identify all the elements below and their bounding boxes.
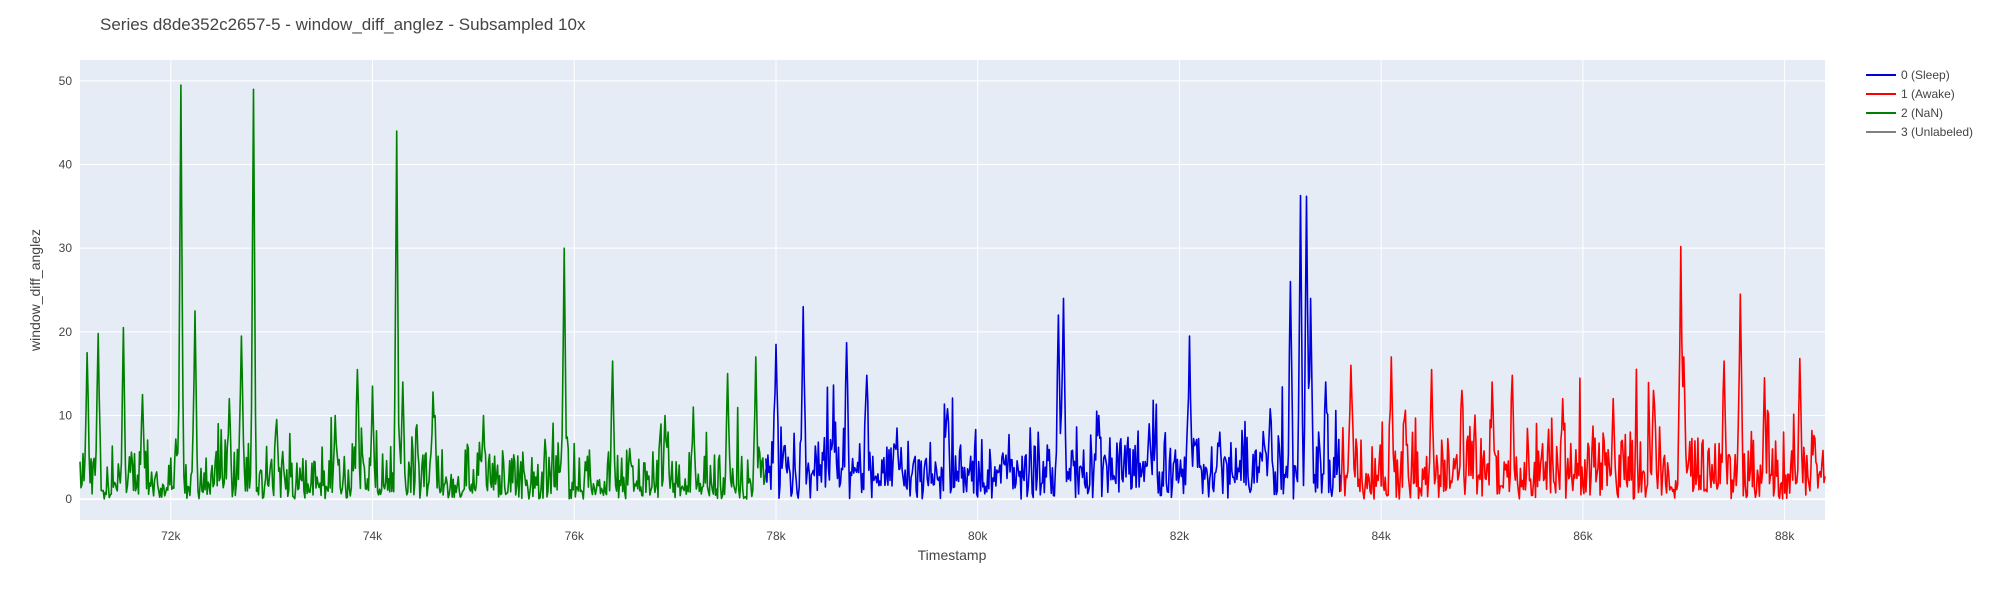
y-tick-label: 50 [59,74,73,88]
legend-item[interactable]: 1 (Awake) [1866,87,1955,101]
x-tick-label: 72k [161,529,181,543]
x-tick-label: 80k [968,529,988,543]
x-tick-label: 76k [565,529,585,543]
legend-item[interactable]: 3 (Unlabeled) [1866,125,1973,139]
legend-item[interactable]: 0 (Sleep) [1866,68,1950,82]
y-tick-label: 40 [59,158,73,172]
x-tick-label: 86k [1573,529,1593,543]
x-axis-ticks: 72k 74k 76k 78k 80k 82k 84k 86k 88k [161,529,1795,543]
y-axis-label: window_diff_anglez [27,229,43,352]
x-tick-label: 82k [1170,529,1190,543]
series-line [79,84,767,500]
legend-label: 2 (NaN) [1901,106,1943,120]
y-tick-label: 0 [65,492,72,506]
legend-label: 3 (Unlabeled) [1901,125,1973,139]
x-tick-label: 88k [1775,529,1795,543]
y-tick-label: 10 [59,408,73,422]
y-tick-label: 30 [59,241,73,255]
chart-title: Series d8de352c2657-5 - window_diff_angl… [100,15,586,34]
legend[interactable]: 0 (Sleep) 1 (Awake) 2 (NaN) 3 (Unlabeled) [1866,68,1973,139]
series-lines [79,84,1826,500]
x-axis-label: Timestamp [918,547,987,563]
y-tick-label: 20 [59,325,73,339]
legend-label: 0 (Sleep) [1901,68,1950,82]
y-axis-ticks: 0 10 20 30 40 50 [59,74,73,506]
x-tick-label: 78k [766,529,786,543]
series-line [765,194,1342,500]
x-tick-label: 74k [363,529,383,543]
series-line [1340,245,1826,500]
legend-item[interactable]: 2 (NaN) [1866,106,1943,120]
legend-label: 1 (Awake) [1901,87,1955,101]
x-tick-label: 84k [1372,529,1392,543]
